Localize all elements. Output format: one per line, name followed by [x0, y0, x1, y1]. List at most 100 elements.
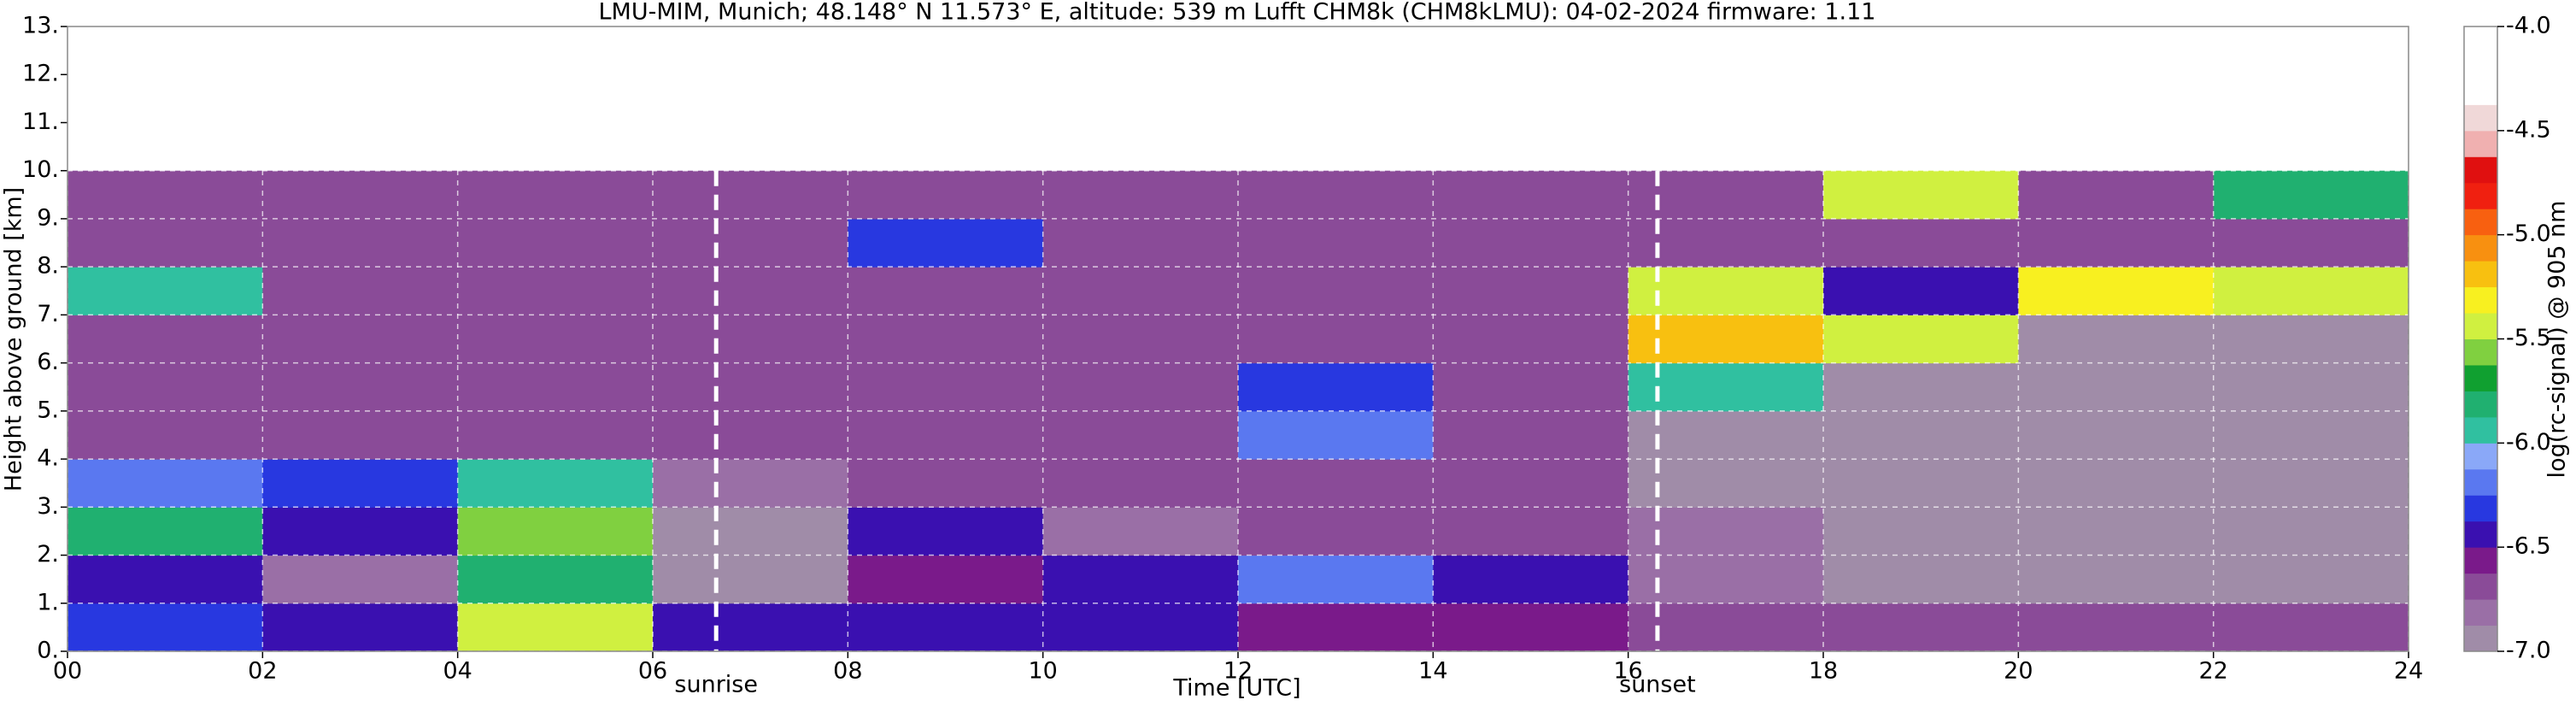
y-tick-label: 13. [22, 13, 59, 39]
heatmap-cell [848, 218, 1044, 268]
y-tick-label: 5. [37, 397, 59, 423]
y-tick-label: 8. [37, 253, 59, 279]
heatmap-cell [2213, 410, 2409, 460]
heatmap-cell [1823, 315, 2019, 364]
heatmap-cell [2213, 459, 2409, 508]
heatmap-cell [67, 315, 263, 364]
heatmap-cell [1433, 362, 1629, 412]
heatmap-cell [848, 315, 1044, 364]
colorbar-band [2464, 313, 2497, 339]
heatmap-cell [2018, 410, 2215, 460]
x-axis-label: Time [UTC] [1172, 675, 1300, 702]
heatmap-cell [1238, 459, 1434, 508]
colorbar-band [2464, 547, 2497, 574]
heatmap-cell [1823, 555, 2019, 604]
heatmap-cell [848, 603, 1044, 652]
heatmap-cell [457, 218, 654, 268]
colorbar-band [2464, 286, 2497, 314]
colorbar-band [2464, 209, 2497, 236]
heatmap-cell [848, 267, 1044, 315]
heatmap-cell [1042, 315, 1239, 364]
heatmap-cell [1628, 555, 1824, 604]
heatmap-cell [1823, 507, 2019, 556]
colorbar-band [2464, 52, 2497, 79]
heatmap-cell [457, 267, 654, 315]
heatmap-cell [1433, 218, 1629, 268]
colorbar-band [2464, 443, 2497, 470]
x-tick-label: 04 [443, 658, 472, 685]
heatmap-cell [1238, 410, 1434, 460]
heatmap-cell [457, 410, 654, 460]
heatmap-cell [1433, 555, 1629, 604]
x-tick-label: 22 [2198, 658, 2227, 685]
heatmap-cell [1628, 603, 1824, 652]
colorbar-band [2464, 599, 2497, 627]
colorbar-band [2464, 261, 2497, 288]
x-tick-label: 10 [1028, 658, 1057, 685]
x-tick-label: 12 [1223, 658, 1253, 685]
colorbar-band [2464, 338, 2497, 366]
heatmap-cell [1628, 362, 1824, 412]
heatmap-cell [1628, 218, 1824, 268]
heatmap-cell [1238, 555, 1434, 604]
heatmap-cell [1238, 267, 1434, 315]
heatmap-cell [262, 459, 459, 508]
colorbar-band [2464, 182, 2497, 209]
colorbar-band [2464, 495, 2497, 522]
heatmap-cell [457, 603, 654, 652]
colorbar-tick-label: -5.5 [2506, 325, 2551, 351]
heatmap-cell [1628, 315, 1824, 364]
colorbar-band [2464, 234, 2497, 262]
y-tick-label: 12. [22, 61, 59, 87]
heatmap-cell [2213, 555, 2409, 604]
heatmap-cell [67, 555, 263, 604]
heatmap-cell [457, 315, 654, 364]
heatmap-cell [262, 170, 459, 220]
heatmap-cell [2213, 362, 2409, 412]
heatmap-cell [2213, 315, 2409, 364]
heatmap-cell [2018, 603, 2215, 652]
heatmap-cell [457, 507, 654, 556]
plot-frame [67, 26, 2409, 652]
chart-title: LMU-MIM, Munich; 48.148° N 11.573° E, al… [599, 0, 1876, 26]
heatmap-cell [2018, 362, 2215, 412]
heatmap-cell [653, 218, 848, 268]
colorbar-band [2464, 391, 2497, 418]
heatmap-cell [1042, 555, 1239, 604]
heatmap-cell [1433, 410, 1629, 460]
heatmap-cell [1823, 459, 2019, 508]
heatmap-cell [1042, 410, 1239, 460]
colorbar-band [2464, 130, 2497, 157]
heatmap-cell [2018, 315, 2215, 364]
x-tick-label: 06 [638, 658, 667, 685]
heatmap-cell [1238, 507, 1434, 556]
annotation-label: sunset [1619, 672, 1696, 698]
heatmap-cell [1433, 507, 1629, 556]
colorbar-label: log(rc-signal) @ 905 nm [2544, 201, 2571, 479]
heatmap-cell [1042, 603, 1239, 652]
heatmap-cell [653, 315, 848, 364]
heatmap-cell [2213, 603, 2409, 652]
heatmap-cell [1823, 603, 2019, 652]
heatmap-cell [1433, 170, 1629, 220]
heatmap-cell [848, 410, 1044, 460]
colorbar-band [2464, 104, 2497, 132]
heatmap-cell [1238, 315, 1434, 364]
heatmap-cell [2018, 170, 2215, 220]
heatmap-cell [2018, 555, 2215, 604]
y-tick-label: 3. [37, 493, 59, 520]
heatmap-cell [1823, 170, 2019, 220]
colorbar-band [2464, 364, 2497, 391]
heatmap-cell [1042, 459, 1239, 508]
colorbar-band [2464, 78, 2497, 105]
colorbar-tick-label: -5.0 [2506, 221, 2551, 247]
heatmap-cell [2018, 218, 2215, 268]
heatmap-cell [457, 555, 654, 604]
y-tick-label: 1. [37, 589, 59, 615]
heatmap-cell [1433, 603, 1629, 652]
heatmap-cell [848, 170, 1044, 220]
colorbar-tick-label: -4.0 [2506, 13, 2551, 39]
colorbar-band [2464, 573, 2497, 600]
heatmap-cell [1433, 459, 1629, 508]
heatmap-cell [848, 507, 1044, 556]
